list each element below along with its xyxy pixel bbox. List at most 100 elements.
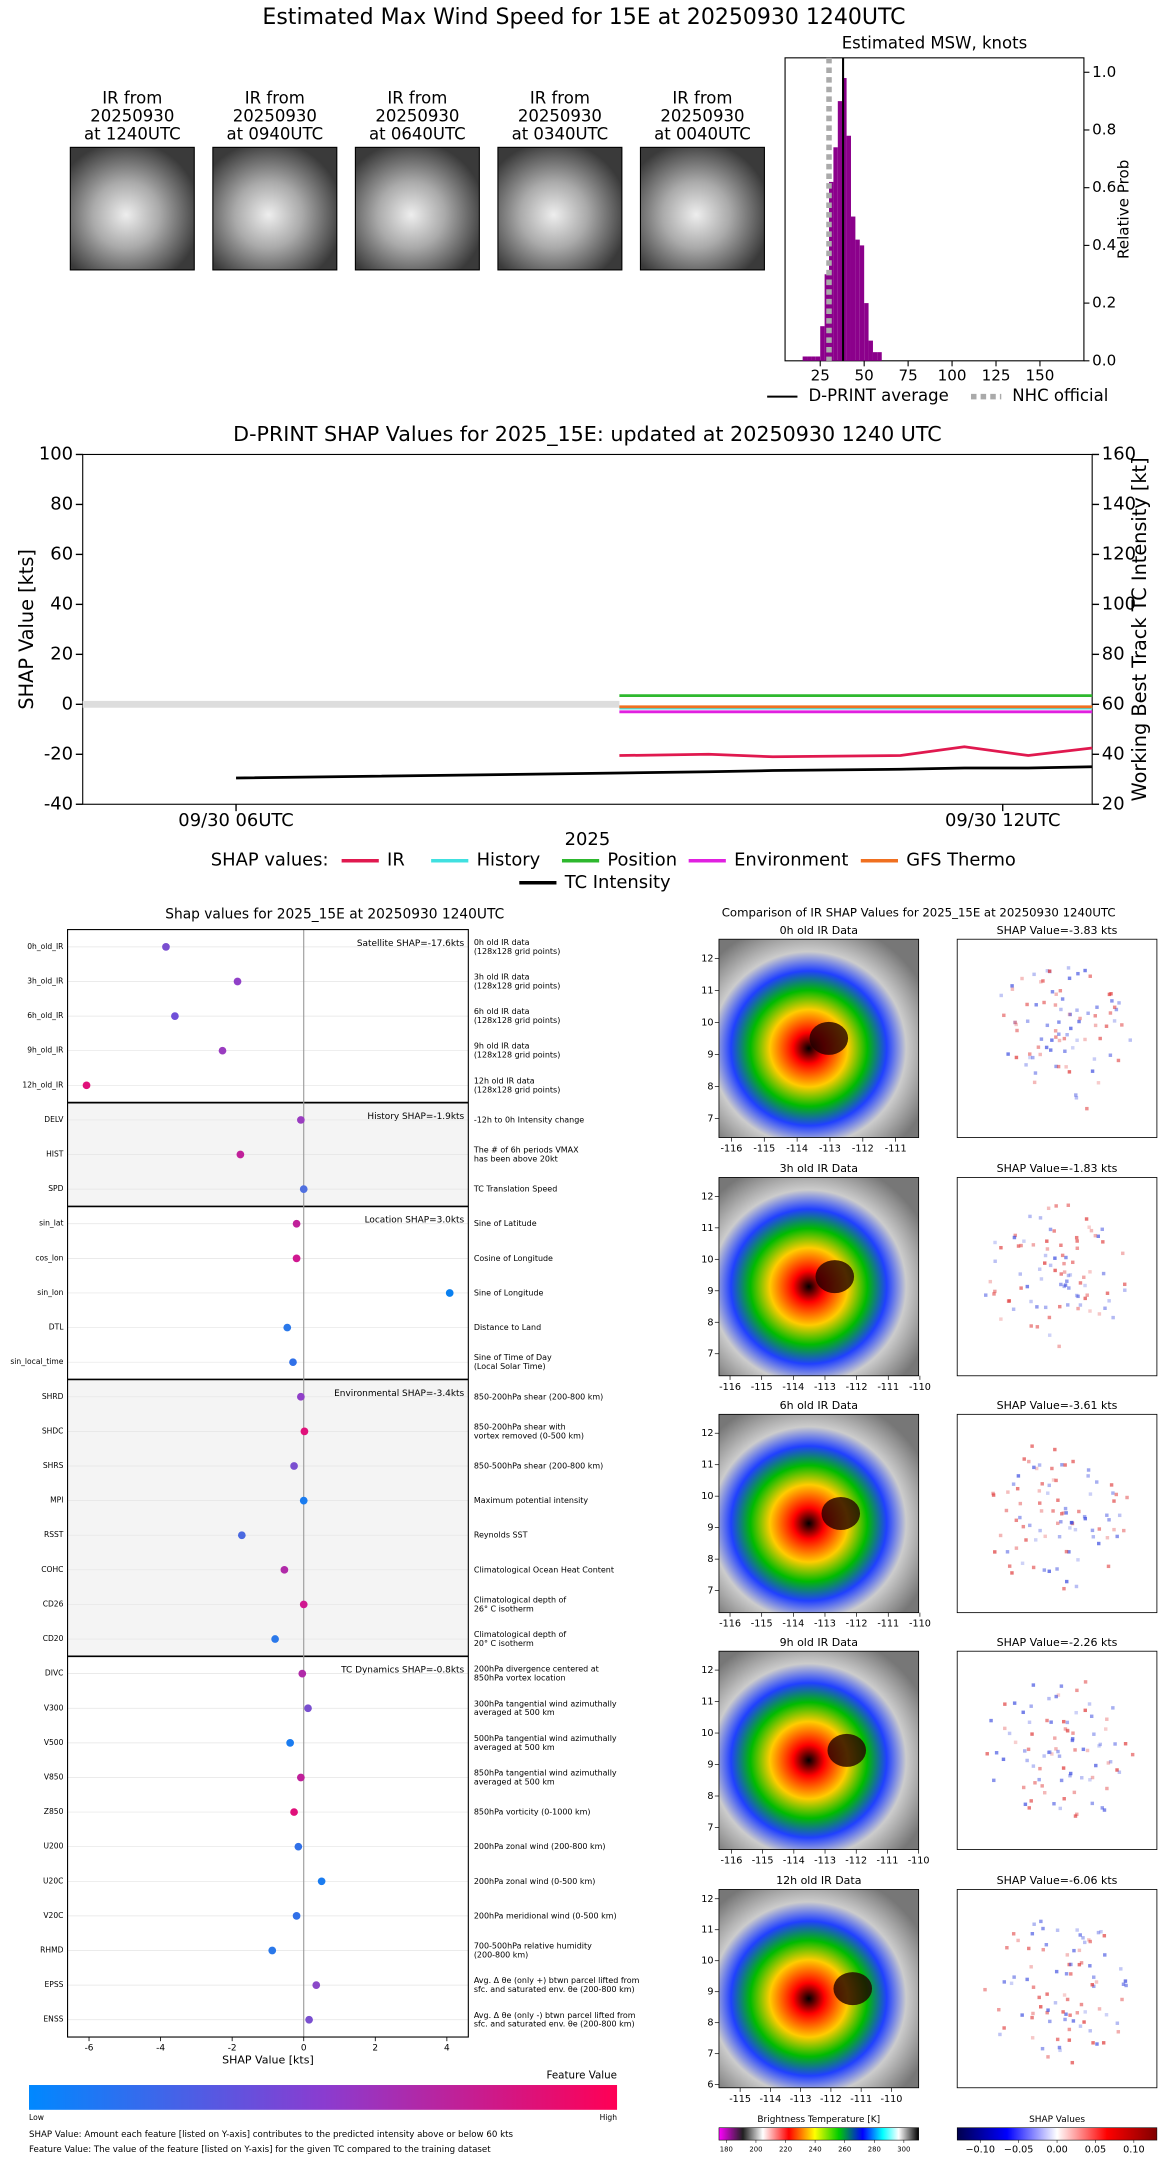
x-tick-label: -2 bbox=[228, 2044, 237, 2054]
shap-pixel bbox=[1088, 1964, 1092, 1968]
shap-pixel bbox=[1058, 989, 1063, 993]
shap-pixel bbox=[1028, 1523, 1032, 1528]
x-tick-label: -112 bbox=[846, 1619, 868, 1630]
shap-pixel bbox=[1076, 1306, 1080, 1311]
shap-dot bbox=[300, 1427, 309, 1436]
y-tick-label: 100 bbox=[39, 443, 73, 464]
shap-dot bbox=[299, 1185, 308, 1193]
shap-pixel bbox=[1106, 1564, 1111, 1569]
shap-pixel bbox=[1090, 1801, 1095, 1806]
shap-pixel bbox=[1030, 1931, 1035, 1936]
y-tick-label: 8 bbox=[707, 1317, 713, 1328]
x-axis-label: 2025 bbox=[565, 829, 611, 850]
shap-pixel bbox=[1065, 1032, 1069, 1037]
bar bbox=[859, 245, 865, 361]
feature-description: 850hPa vortex location bbox=[474, 1674, 566, 1683]
y-tick-label: 11 bbox=[701, 985, 713, 996]
shap-pixel bbox=[989, 1718, 993, 1723]
y-tick-label: 60 bbox=[50, 543, 73, 564]
shap-pixel bbox=[1003, 1702, 1007, 1706]
shap-pixel bbox=[1031, 1565, 1036, 1570]
chart-title: Comparison of IR SHAP Values for 2025_15… bbox=[722, 906, 1116, 920]
shap-pixel bbox=[1100, 1227, 1104, 1232]
bar bbox=[820, 326, 825, 361]
category-label: DIVC bbox=[45, 1669, 64, 1678]
x-tick-label: -111 bbox=[885, 1144, 907, 1155]
shap-pixel bbox=[1029, 1324, 1033, 1328]
shap-pixel bbox=[1007, 1731, 1012, 1736]
shap-pixel bbox=[1064, 1549, 1069, 1554]
shap-pixel bbox=[1020, 2013, 1024, 2017]
shap-dot bbox=[162, 943, 170, 951]
shap-pixel bbox=[1048, 1263, 1053, 1268]
shap-pixel bbox=[1016, 1244, 1021, 1248]
shap-pixel bbox=[1012, 1701, 1017, 1705]
x-tick-label: -115 bbox=[753, 1144, 775, 1155]
shap-pixel bbox=[1050, 1466, 1054, 1471]
shap-dot bbox=[236, 1150, 245, 1159]
shap-pixel bbox=[1057, 1754, 1062, 1758]
feature-description: sfc. and saturated env. θe (200-800 km) bbox=[474, 2020, 635, 2029]
shap-pixel bbox=[1090, 1775, 1095, 1780]
shap-pixel bbox=[1085, 1106, 1089, 1111]
shap-pixel bbox=[1112, 1499, 1116, 1503]
shap-pixel bbox=[1021, 1524, 1026, 1529]
shap-pixel bbox=[1096, 1081, 1101, 1085]
x-tick-label: -115 bbox=[751, 1619, 773, 1630]
shap-pixel bbox=[1096, 1234, 1101, 1238]
shap-pixel bbox=[1032, 1080, 1037, 1085]
shap-pixel bbox=[993, 1240, 997, 1245]
shap-image bbox=[956, 1889, 1158, 2089]
shap-pixel bbox=[1027, 1806, 1031, 1810]
shap-pixel bbox=[1061, 1766, 1066, 1770]
shap-image bbox=[956, 1650, 1158, 1850]
shap-pixel bbox=[1105, 1513, 1109, 1517]
shap-pixel bbox=[1064, 1511, 1068, 1515]
panel-title: SHAP Value=-2.26 kts bbox=[997, 1636, 1118, 1649]
shap-pixel bbox=[993, 1289, 997, 1294]
shap-pixel bbox=[1039, 1919, 1043, 1924]
shap-pixel bbox=[988, 1279, 993, 1284]
shap-pixel bbox=[1099, 1929, 1103, 1934]
shap-pixel bbox=[1035, 1325, 1040, 1329]
shap-pixel bbox=[1091, 2041, 1095, 2045]
shap-dot bbox=[82, 1081, 91, 1090]
colorbar-tick-label: 0.00 bbox=[1046, 2145, 1067, 2156]
shap-pixel bbox=[1069, 1962, 1073, 1967]
bar bbox=[842, 78, 847, 361]
shap-pixel bbox=[1084, 1217, 1089, 1221]
y2-axis-label: Working Best Track TC Intensity [kt] bbox=[1128, 457, 1151, 801]
shap-pixel bbox=[1047, 1569, 1051, 1574]
shap-pixel bbox=[993, 1259, 997, 1263]
shap-pixel bbox=[1097, 1527, 1102, 1531]
shap-pixel bbox=[1095, 1005, 1099, 1009]
shap-pixel bbox=[1111, 1315, 1115, 1320]
shap-pixel bbox=[1011, 1482, 1016, 1486]
shap-pixel bbox=[1054, 1969, 1059, 1974]
y-tick-label: 20 bbox=[50, 643, 73, 664]
feature-description: Avg. Δ θe (only +) btwn parcel lifted fr… bbox=[474, 1976, 640, 1985]
y-tick-label: 80 bbox=[50, 493, 73, 514]
shap-pixel bbox=[1100, 1806, 1105, 1810]
shap-pixel bbox=[1103, 1306, 1107, 1310]
legend-label: Environment bbox=[734, 850, 848, 871]
shap-pixel bbox=[1078, 1303, 1083, 1307]
shap-pixel bbox=[1085, 1748, 1090, 1753]
shap-pixel bbox=[1011, 1307, 1016, 1311]
shap-pixel bbox=[1063, 1463, 1067, 1467]
shap-dot bbox=[305, 2015, 313, 2024]
legend-label: History bbox=[477, 850, 541, 871]
legend-label: TC Intensity bbox=[564, 872, 671, 893]
y2-tick-label: 20 bbox=[1102, 793, 1125, 814]
shap-pixel bbox=[1107, 992, 1112, 997]
shap-pixel bbox=[1068, 1771, 1073, 1776]
shap-dot bbox=[445, 1289, 454, 1297]
shap-pixel bbox=[1115, 2021, 1120, 2025]
colorbar-high: High bbox=[600, 2113, 618, 2122]
shap-pixel bbox=[1071, 1046, 1075, 1050]
x-tick-label: -112 bbox=[820, 2094, 842, 2105]
shap-pixel bbox=[1054, 1204, 1058, 1208]
shap-pixel bbox=[1083, 1516, 1088, 1521]
x-tick-label: -110 bbox=[908, 1856, 930, 1867]
